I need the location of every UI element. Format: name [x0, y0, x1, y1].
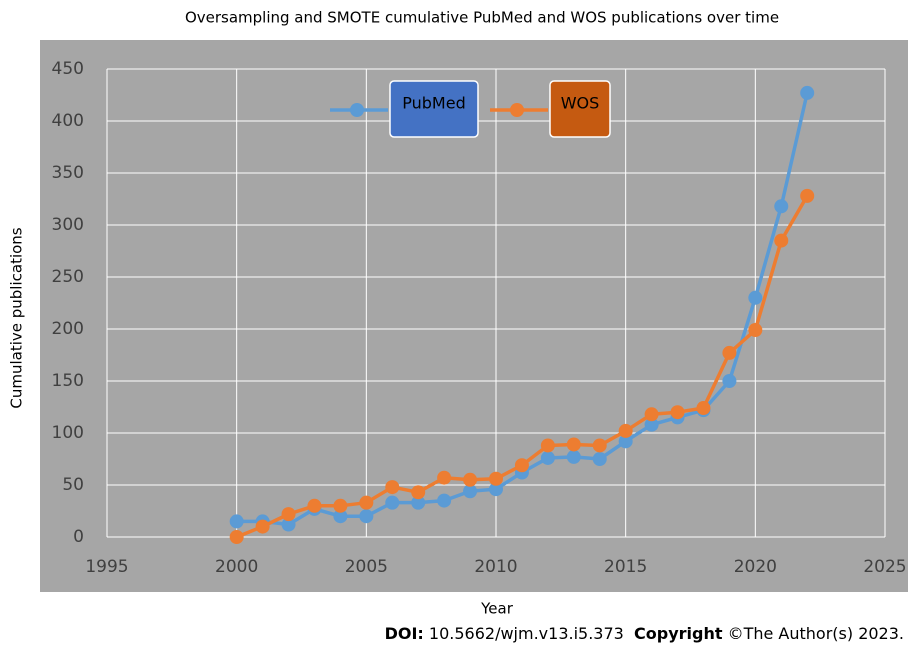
doi-label: DOI: [384, 624, 424, 643]
data-point [489, 482, 503, 497]
data-point [281, 507, 296, 522]
data-point [618, 423, 633, 438]
data-point [618, 434, 633, 449]
data-point [229, 514, 244, 529]
data-point [385, 480, 400, 495]
data-point [385, 495, 400, 510]
x-tick-label: 2005 [345, 557, 388, 577]
data-point [644, 417, 659, 432]
legend-marker [510, 103, 524, 117]
data-point [411, 495, 426, 510]
data-point [722, 345, 737, 360]
y-tick-label: 200 [52, 319, 84, 339]
y-tick-label: 50 [62, 475, 84, 495]
data-point [592, 438, 607, 453]
legend-box [389, 80, 479, 138]
data-point [463, 472, 478, 487]
data-point [592, 452, 607, 466]
x-axis-label: Year [480, 600, 514, 618]
data-point [359, 495, 374, 510]
data-point [800, 85, 815, 100]
x-tick-label: 1995 [85, 557, 128, 577]
data-point [774, 233, 789, 248]
data-point [514, 458, 529, 473]
data-point [696, 401, 711, 416]
data-point [463, 484, 478, 499]
data-point [281, 517, 296, 532]
data-point [489, 471, 503, 486]
y-tick-label: 350 [52, 163, 84, 183]
chart-title: Oversampling and SMOTE cumulative PubMed… [185, 9, 779, 27]
data-point [437, 493, 452, 508]
data-point [411, 485, 426, 500]
data-point [437, 470, 452, 485]
legend-box [549, 80, 611, 138]
data-point [359, 509, 374, 524]
x-tick-label: 2000 [215, 557, 258, 577]
data-point [566, 449, 581, 464]
y-tick-label: 250 [52, 267, 84, 287]
data-point [748, 290, 763, 305]
x-tick-label: 2020 [734, 557, 777, 577]
copyright-label: Copyright [634, 624, 723, 643]
legend-marker [350, 103, 364, 117]
data-point [333, 498, 348, 513]
data-point [670, 405, 685, 420]
data-point [540, 438, 555, 453]
data-point [774, 199, 789, 214]
data-point [644, 407, 659, 422]
copyright: ©The Author(s) 2023. [727, 624, 904, 643]
y-axis-label: Cumulative publications [8, 227, 26, 408]
y-tick-label: 450 [52, 59, 84, 79]
legend-label: WOS [561, 94, 600, 113]
y-tick-label: 400 [52, 111, 84, 131]
data-point [800, 188, 815, 203]
x-tick-label: 2025 [863, 557, 906, 577]
x-tick-label: 2015 [604, 557, 647, 577]
data-point [333, 509, 348, 524]
footer: DOI: 10.5662/wjm.v13.i5.373 Copyright ©T… [385, 624, 904, 643]
data-point [748, 323, 763, 338]
doi: 10.5662/wjm.v13.i5.373 [428, 624, 624, 643]
data-point [540, 450, 555, 465]
data-point [307, 498, 322, 513]
data-point [566, 437, 581, 452]
data-point [722, 374, 737, 388]
legend-label: PubMed [402, 94, 465, 113]
y-tick-label: 100 [52, 423, 84, 443]
chart: Oversampling and SMOTE cumulative PubMed… [8, 9, 908, 618]
y-tick-label: 150 [52, 371, 84, 391]
data-point [255, 519, 270, 534]
y-tick-label: 300 [52, 215, 84, 235]
x-tick-label: 2010 [474, 557, 517, 577]
data-point [229, 530, 244, 544]
y-tick-label: 0 [73, 527, 84, 547]
